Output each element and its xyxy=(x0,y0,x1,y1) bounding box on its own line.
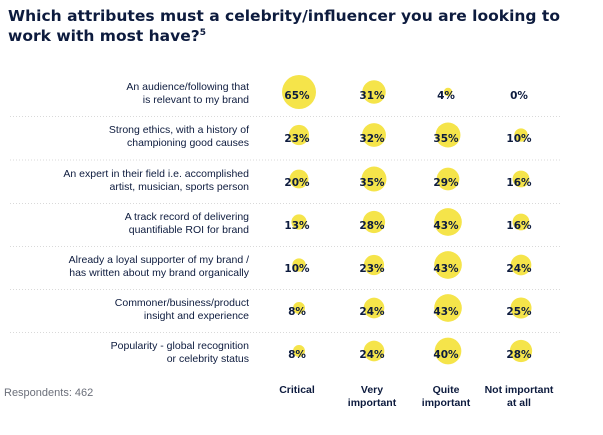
value-label: 23% xyxy=(284,133,310,145)
chart-title-text: Which attributes must a celebrity/influe… xyxy=(8,7,560,45)
value-bubble xyxy=(434,294,462,322)
row-label-line: has written about my brand organically xyxy=(69,267,250,279)
value-label: 43% xyxy=(433,263,459,275)
row-label-line: Strong ethics, with a history of xyxy=(109,124,249,136)
value-label: 31% xyxy=(359,90,385,102)
value-bubble xyxy=(288,124,310,146)
value-bubble xyxy=(362,80,386,104)
value-bubble xyxy=(362,210,386,234)
row-label-line: An audience/following that xyxy=(126,81,249,93)
column-label-line: important xyxy=(422,397,471,409)
row-label-line: Already a loyal supporter of my brand / xyxy=(69,254,249,266)
value-label: 13% xyxy=(284,220,310,232)
value-bubble xyxy=(434,251,462,279)
value-bubble xyxy=(434,337,462,365)
value-bubble xyxy=(362,123,386,147)
value-label: 43% xyxy=(433,306,459,318)
row-label-line: or celebrity status xyxy=(167,353,249,365)
value-bubble xyxy=(510,297,532,319)
value-label: 23% xyxy=(359,263,385,275)
value-label: 28% xyxy=(506,349,532,361)
value-bubble xyxy=(436,167,460,191)
value-bubble xyxy=(514,128,528,142)
value-label: 40% xyxy=(433,349,459,361)
value-bubble xyxy=(434,208,462,236)
row-label-line: An expert in their field i.e. accomplish… xyxy=(63,168,249,180)
row-label-line: is relevant to my brand xyxy=(143,94,249,106)
value-label: 24% xyxy=(359,306,385,318)
column-label: Quite important xyxy=(422,384,471,409)
column-label: Not important at all xyxy=(485,384,554,409)
title-footnote: 5 xyxy=(199,27,206,38)
value-bubble xyxy=(291,214,307,230)
column-label-line: Very xyxy=(361,384,383,396)
value-label: 20% xyxy=(284,177,310,189)
value-label: 10% xyxy=(284,263,310,275)
row-label: An expert in their field i.e. accomplish… xyxy=(63,168,249,193)
value-bubble xyxy=(509,339,533,363)
value-label: 35% xyxy=(433,133,459,145)
value-bubble xyxy=(293,345,305,357)
value-bubble xyxy=(435,122,461,148)
row-label: A track record of delivering quantifiable… xyxy=(125,211,249,236)
value-label: 25% xyxy=(506,306,532,318)
value-label: 0% xyxy=(510,90,528,102)
row-label: Strong ethics, with a history of champion… xyxy=(109,124,249,149)
row-label-line: artist, musician, sports person xyxy=(110,181,250,193)
value-bubble xyxy=(512,170,530,188)
value-label: 28% xyxy=(359,220,385,232)
value-label: 65% xyxy=(284,90,310,102)
value-bubble xyxy=(289,169,309,189)
value-label: 32% xyxy=(359,133,385,145)
value-label: 29% xyxy=(433,177,459,189)
value-label: 24% xyxy=(506,263,532,275)
row-label-line: insight and experience xyxy=(144,310,249,322)
column-label-line: Not important xyxy=(485,384,554,396)
row-label-line: A track record of delivering xyxy=(125,211,249,223)
value-label: 24% xyxy=(359,349,385,361)
row-label: An audience/following that is relevant to… xyxy=(126,81,249,106)
chart-title: Which attributes must a celebrity/influe… xyxy=(8,6,568,46)
column-label: Critical xyxy=(279,384,315,396)
respondents-note: Respondents: 462 xyxy=(4,387,94,399)
row-label-line: quantifiable ROI for brand xyxy=(129,224,249,236)
value-label: 16% xyxy=(506,220,532,232)
row-label-line: championing good causes xyxy=(127,137,249,149)
value-label: 8% xyxy=(288,349,306,361)
value-bubble xyxy=(361,166,387,192)
value-label: 4% xyxy=(437,90,455,102)
value-bubble xyxy=(363,254,385,276)
value-bubble xyxy=(510,254,532,276)
value-bubble xyxy=(282,75,316,109)
value-label: 16% xyxy=(506,177,532,189)
value-bubble xyxy=(512,213,530,231)
value-label: 10% xyxy=(506,133,532,145)
column-label-line: at all xyxy=(507,397,531,409)
column-label-line: Critical xyxy=(279,384,315,396)
row-label: Commoner/business/product insight and exp… xyxy=(115,297,249,322)
value-label: 43% xyxy=(433,220,459,232)
value-bubble xyxy=(292,258,306,272)
value-bubble xyxy=(293,302,305,314)
value-bubble xyxy=(363,297,385,319)
row-label-line: Commoner/business/product xyxy=(115,297,249,309)
column-label-line: Quite xyxy=(433,384,460,396)
row-label: Popularity - global recognition or celebr… xyxy=(111,340,249,365)
value-label: 35% xyxy=(359,177,385,189)
column-label-line: important xyxy=(348,397,397,409)
row-label-line: Popularity - global recognition xyxy=(111,340,249,352)
value-bubble xyxy=(443,87,453,97)
value-label: 8% xyxy=(288,306,306,318)
row-label: Already a loyal supporter of my brand / h… xyxy=(69,254,250,279)
value-bubble xyxy=(363,340,385,362)
column-label: Very important xyxy=(348,384,397,409)
